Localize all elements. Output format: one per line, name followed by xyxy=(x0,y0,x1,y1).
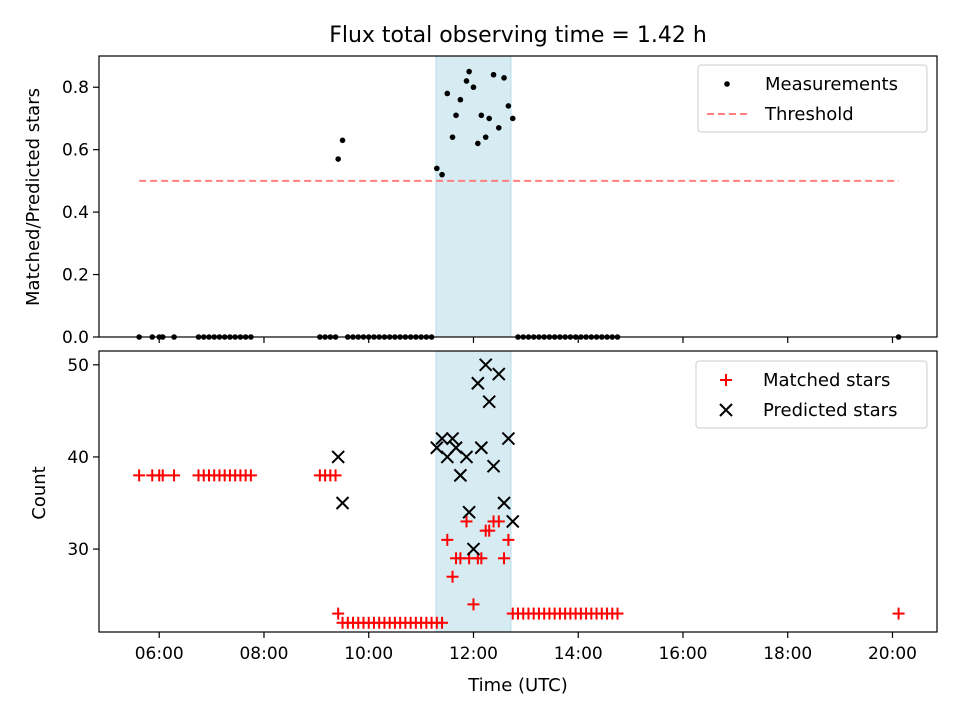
bottom-legend-box xyxy=(695,360,928,429)
y-tick-label: 40 xyxy=(67,448,89,468)
predicted-stars-point xyxy=(331,450,345,464)
predicted-stars-point xyxy=(462,505,476,519)
top-y-axis-label: Matched/Predicted stars xyxy=(23,88,44,306)
matched-stars-point xyxy=(498,552,511,565)
matched-stars-point xyxy=(483,524,496,537)
measurement-point xyxy=(495,125,502,131)
x-tick-label: 14:00 xyxy=(554,644,603,664)
legend-label-matched-stars: Matched stars xyxy=(763,370,890,391)
measurement-point xyxy=(453,112,459,119)
matched-stars-point xyxy=(892,607,905,620)
x-tick-label: 10:00 xyxy=(344,644,393,664)
predicted-stars-point xyxy=(335,496,350,510)
measurement-point xyxy=(482,134,489,140)
legend-label-threshold: Threshold xyxy=(764,104,854,125)
bottom-panel: 30 40 50 06:00 08:00 10:00 12:00 14:00 16:00 18:… xyxy=(29,350,938,696)
y-tick-label: 30 xyxy=(67,540,89,560)
bottom-plot-frame xyxy=(98,350,938,633)
top-legend-box xyxy=(697,64,928,133)
legend-label-measurements: Measurements xyxy=(765,74,898,95)
measurement-point xyxy=(509,115,516,122)
predicted-stars-point xyxy=(486,459,501,473)
matched-stars-point xyxy=(611,607,624,620)
matched-stars-point xyxy=(502,533,515,546)
matched-stars-point xyxy=(475,552,488,565)
matched-stars-point xyxy=(133,469,146,482)
measurement-point xyxy=(478,112,485,119)
top-panel: 0.00.20.40.60.8 Matched/Predicted stars … xyxy=(23,55,938,348)
measurement-point xyxy=(339,137,346,144)
measurement-point xyxy=(466,68,472,75)
matched-stars-point xyxy=(244,469,257,482)
matched-stars-point xyxy=(156,469,169,482)
predicted-stars-point xyxy=(471,376,485,390)
matched-stars-point xyxy=(168,469,181,482)
y-tick-label: 0.4 xyxy=(62,203,89,223)
predicted-stars-point xyxy=(482,394,496,409)
measurement-point xyxy=(463,78,470,84)
matched-stars-point xyxy=(446,570,459,583)
x-tick-label: 08:00 xyxy=(239,644,288,664)
matched-stars-point xyxy=(332,607,345,620)
y-tick-label: 0.6 xyxy=(62,141,89,161)
legend-label-predicted-stars: Predicted stars xyxy=(763,400,897,421)
matched-stars-point xyxy=(436,616,449,629)
top-highlight-span xyxy=(435,55,512,338)
predicted-stars-point xyxy=(453,468,468,483)
measurement-point xyxy=(449,134,456,140)
chart-title: Flux total observing time = 1.42 h xyxy=(329,23,707,48)
legend-dot-marker xyxy=(724,81,730,87)
predicted-stars-point xyxy=(466,542,481,556)
bottom-x-axis: 06:00 08:00 10:00 12:00 14:00 16:00 18:00 20:00 xyxy=(135,632,917,664)
top-plot-frame xyxy=(98,55,938,338)
matched-stars-point xyxy=(467,598,480,611)
measurement-point xyxy=(505,103,512,109)
x-tick-label: 20:00 xyxy=(868,644,917,664)
matched-stars-point xyxy=(441,533,454,546)
measurement-point xyxy=(486,115,492,122)
predicted-stars-point xyxy=(501,431,516,446)
bottom-data-marks xyxy=(133,358,905,629)
y-tick-label: 0.8 xyxy=(62,78,89,98)
top-legend: Measurements Threshold xyxy=(697,64,928,133)
measurement-point xyxy=(490,71,497,78)
x-axis-label: Time (UTC) xyxy=(467,675,568,696)
x-tick-label: 18:00 xyxy=(763,644,812,664)
y-tick-label: 0.2 xyxy=(62,266,89,286)
measurement-point xyxy=(470,84,477,91)
predicted-stars-point xyxy=(506,514,520,529)
measurement-point xyxy=(444,90,451,97)
y-tick-label: 50 xyxy=(67,356,89,376)
predicted-stars-point xyxy=(492,367,506,381)
matched-stars-point xyxy=(460,515,473,528)
matched-stars-point xyxy=(329,469,342,482)
x-tick-label: 16:00 xyxy=(658,644,707,664)
top-y-axis: 0.0 0.2 0.4 0.6 0.8 xyxy=(62,78,99,348)
measurement-point xyxy=(434,165,440,172)
bottom-y-axis: 30 40 50 xyxy=(67,356,99,560)
legend-plus-marker xyxy=(720,374,732,386)
bottom-y-axis-label: Count xyxy=(29,466,50,519)
predicted-stars-point xyxy=(474,441,489,455)
bottom-legend: Matched stars Predicted stars xyxy=(695,360,928,429)
measurement-point xyxy=(501,75,507,81)
matched-stars-point xyxy=(492,515,505,528)
measurement-point xyxy=(335,156,341,162)
predicted-stars-point xyxy=(435,431,449,446)
predicted-stars-point xyxy=(445,431,460,446)
measurement-point xyxy=(457,96,464,103)
legend-x-marker xyxy=(719,403,733,417)
predicted-stars-point xyxy=(478,358,493,372)
top-x-ticks xyxy=(158,337,894,343)
predicted-stars-point xyxy=(459,450,474,464)
x-tick-label: 06:00 xyxy=(135,644,184,664)
measurement-point xyxy=(439,171,445,178)
measurement-point xyxy=(475,140,481,147)
y-tick-label: 0.0 xyxy=(62,328,89,348)
predicted-stars-point xyxy=(497,496,511,510)
bottom-highlight-span xyxy=(435,350,512,633)
x-tick-label: 12:00 xyxy=(449,644,498,664)
